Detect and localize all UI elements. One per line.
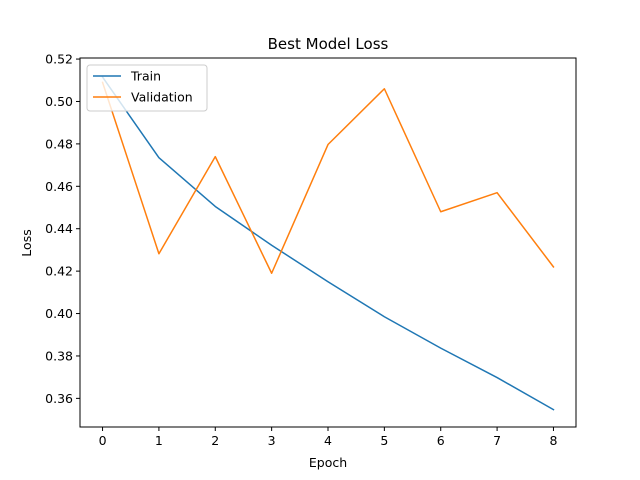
y-tick-label: 0.52 — [45, 52, 73, 67]
x-axis-title: Epoch — [309, 455, 347, 470]
series-line-validation — [101, 81, 555, 274]
x-tick-label: 1 — [155, 433, 163, 448]
y-tick-label: 0.48 — [45, 136, 73, 151]
chart-title: Best Model Loss — [268, 35, 389, 53]
y-axis: 0.36 0.38 0.40 0.42 0.44 0.46 0.48 0.50 0.52 — [45, 52, 80, 406]
series-layer — [101, 76, 555, 411]
y-tick-label: 0.36 — [45, 391, 73, 406]
x-tick-label: 5 — [380, 433, 388, 448]
x-tick-label: 3 — [268, 433, 276, 448]
y-tick-label: 0.38 — [45, 348, 73, 363]
x-tick-label: 0 — [99, 433, 107, 448]
y-tick-label: 0.46 — [45, 179, 73, 194]
x-tick-label: 6 — [437, 433, 445, 448]
y-tick-label: 0.44 — [45, 221, 73, 236]
y-tick-label: 0.50 — [45, 94, 73, 109]
y-axis-title: Loss — [19, 229, 34, 256]
series-line-train — [101, 76, 555, 411]
x-tick-label: 8 — [549, 433, 557, 448]
y-tick-label: 0.40 — [45, 306, 73, 321]
legend-label-validation: Validation — [131, 90, 193, 105]
x-tick-label: 2 — [211, 433, 219, 448]
x-tick-label: 7 — [493, 433, 501, 448]
x-axis: 0 1 2 3 4 5 6 7 8 — [99, 427, 557, 448]
legend: Train Validation — [86, 64, 208, 112]
y-tick-label: 0.42 — [45, 264, 73, 279]
legend-label-train: Train — [130, 69, 161, 84]
x-tick-label: 4 — [324, 433, 332, 448]
